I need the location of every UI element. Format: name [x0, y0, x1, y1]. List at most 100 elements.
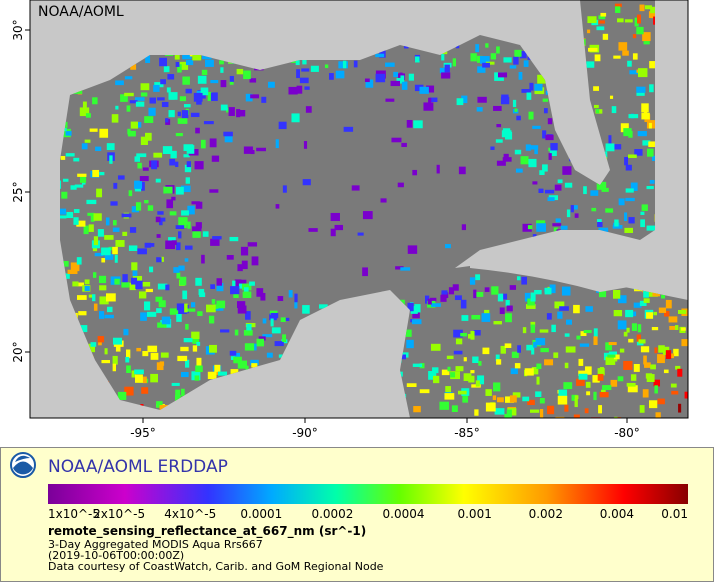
pixel — [294, 301, 298, 309]
pixel — [648, 122, 652, 129]
pixel — [243, 70, 251, 80]
pixel — [401, 81, 408, 90]
pixel — [553, 352, 559, 358]
pixel — [209, 344, 217, 353]
pixel — [646, 225, 657, 231]
pixel — [625, 309, 634, 318]
pixel — [436, 164, 440, 174]
pixel — [547, 197, 555, 202]
pixel — [324, 64, 329, 69]
pixel — [165, 284, 170, 291]
pixel — [157, 211, 164, 215]
pixel — [549, 148, 557, 157]
pixel — [60, 156, 66, 160]
pixel — [208, 315, 215, 324]
pixel — [646, 185, 654, 190]
pixel — [72, 281, 79, 287]
pixel — [123, 328, 129, 336]
pixel — [646, 148, 654, 157]
pixel — [593, 104, 599, 109]
pixel — [653, 379, 661, 387]
pixel — [485, 402, 496, 412]
pixel — [625, 197, 635, 202]
pixel — [586, 61, 595, 68]
pixel — [157, 322, 167, 328]
pixel — [411, 319, 422, 325]
pixel — [499, 307, 505, 315]
pixel — [112, 355, 118, 365]
pixel — [179, 96, 187, 102]
pixel — [277, 296, 284, 302]
pixel — [87, 343, 96, 353]
colorbar-label: 1x10^-5 — [48, 507, 100, 521]
pixel — [180, 185, 191, 193]
pixel — [513, 352, 517, 356]
pixel — [534, 83, 543, 91]
pixel — [66, 211, 74, 219]
pixel — [67, 269, 78, 275]
pixel — [621, 43, 627, 48]
pixel — [476, 55, 483, 63]
pixel — [578, 370, 587, 376]
pixel — [547, 405, 555, 415]
pixel — [637, 14, 641, 24]
pixel — [413, 120, 423, 129]
pixel — [70, 185, 77, 190]
pixel — [413, 406, 421, 413]
pixel — [526, 344, 534, 351]
pixel — [643, 109, 648, 117]
pixel — [450, 372, 456, 378]
pixel — [193, 92, 203, 102]
pixel — [165, 240, 176, 250]
pixel — [454, 295, 462, 301]
pixel — [482, 347, 490, 355]
pixel — [570, 205, 574, 213]
pixel — [505, 313, 512, 323]
pixel — [177, 355, 188, 362]
pixel — [171, 196, 176, 201]
pixel — [640, 211, 645, 215]
colorbar — [48, 484, 688, 504]
pixel — [544, 359, 554, 366]
pixel — [146, 311, 157, 317]
pixel — [161, 101, 169, 108]
pixel — [490, 53, 497, 60]
pixel — [613, 55, 621, 59]
pixel — [185, 177, 190, 184]
pixel — [671, 390, 679, 395]
pixel — [114, 278, 120, 285]
pixel — [612, 225, 623, 229]
pixel — [76, 295, 87, 300]
pixel — [131, 370, 136, 378]
pixel — [105, 217, 110, 226]
pixel — [197, 311, 203, 316]
pixel — [343, 126, 354, 132]
pixel — [583, 329, 592, 334]
pixel — [187, 205, 195, 215]
pixel — [573, 304, 580, 314]
pixel — [86, 199, 97, 205]
pixel — [210, 79, 219, 84]
pixel — [129, 282, 137, 291]
pixel — [330, 212, 340, 222]
pixel — [385, 98, 395, 102]
pixel — [136, 347, 142, 352]
pixel — [250, 94, 260, 99]
pixel — [168, 92, 178, 100]
pixel — [532, 125, 541, 129]
pixel — [209, 138, 217, 148]
pixel — [444, 64, 450, 73]
pixel — [427, 298, 432, 305]
pixel — [596, 26, 605, 31]
pixel — [334, 224, 344, 231]
pixel — [404, 329, 412, 337]
pixel — [134, 188, 142, 192]
pixel — [530, 321, 536, 327]
pixel — [99, 296, 109, 305]
pixel — [552, 223, 562, 227]
pixel — [627, 154, 637, 159]
pixel — [131, 206, 139, 213]
pixel — [196, 357, 202, 367]
pixel — [619, 348, 625, 353]
pixel — [584, 408, 589, 414]
